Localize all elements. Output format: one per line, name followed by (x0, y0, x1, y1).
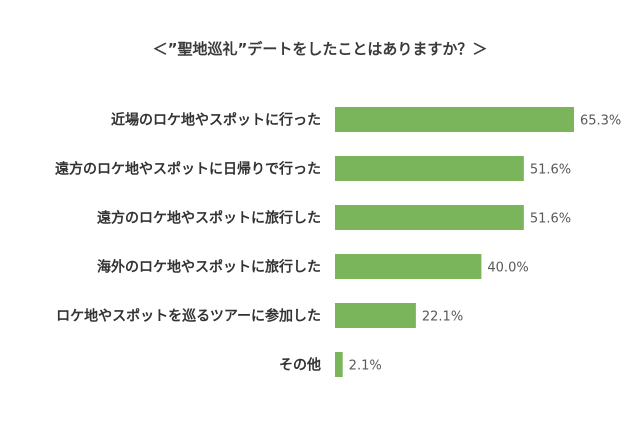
value-label: 65.3% (580, 114, 621, 129)
value-label: 51.6% (530, 163, 571, 178)
value-label: 22.1% (422, 310, 463, 325)
bar (335, 156, 524, 181)
category-label: 遠方のロケ地やスポットに旅行した (97, 210, 321, 227)
bar (335, 205, 524, 230)
bar (335, 352, 343, 377)
bar (335, 107, 574, 132)
bar (335, 254, 482, 279)
category-label: 遠方のロケ地やスポットに日帰りで行った (55, 161, 321, 178)
bars-group: 近場のロケ地やスポットに行った 65.3% 遠方のロケ地やスポットに日帰りで行った 5… (55, 107, 621, 377)
value-label: 40.0% (487, 261, 528, 276)
category-label: 海外のロケ地やスポットに旅行した (97, 259, 321, 276)
value-label: 2.1% (349, 359, 382, 374)
category-label: ロケ地やスポットを巡るツアーに参加した (56, 308, 321, 325)
bar (335, 303, 416, 328)
chart-title: ＜”聖地巡礼”デートをしたことはありますか？＞ (153, 40, 488, 58)
value-label: 51.6% (530, 212, 571, 227)
category-label: 近場のロケ地やスポットに行った (111, 112, 321, 129)
category-label: その他 (279, 357, 321, 374)
